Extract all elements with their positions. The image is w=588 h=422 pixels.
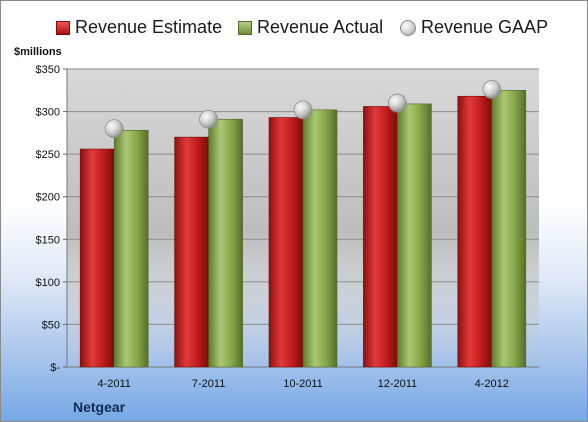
x-tick-label: 7-2011 (192, 378, 225, 390)
bar-estimate (268, 117, 304, 368)
bar-estimate (363, 106, 398, 368)
legend-marker-gaap (400, 19, 416, 36)
y-tick-label: $350 (36, 64, 60, 76)
gaap-markers (104, 80, 502, 138)
y-tick-label: $300 (36, 107, 60, 119)
x-axis-ticks: 4-2011 7-2011 10-2011 12-2011 4-2012 (97, 378, 508, 390)
marker-gaap (104, 119, 124, 138)
legend-item-estimate: Revenue Estimate (56, 17, 222, 38)
bar-actual (302, 109, 338, 368)
legend-label-estimate: Revenue Estimate (75, 17, 223, 37)
bar-actual (397, 103, 432, 368)
company-label: Netgear (73, 399, 126, 415)
y-tick-label: $200 (36, 192, 60, 204)
bar-estimate (174, 136, 209, 368)
legend-item-actual: Revenue Actual (238, 17, 383, 38)
x-tick-label: 12-2011 (378, 378, 418, 390)
legend-swatch-actual (238, 20, 252, 35)
y-axis-unit-label: $millions (14, 46, 62, 58)
marker-gaap (293, 100, 313, 120)
legend-label-gaap: Revenue GAAP (421, 17, 549, 37)
bar-estimate (457, 95, 493, 368)
y-tick-label: $100 (36, 277, 60, 289)
bar-actual (113, 130, 149, 368)
bar-estimate (79, 148, 115, 368)
bar-series (79, 89, 527, 368)
x-tick-label: 4-2011 (97, 378, 130, 390)
y-tick-label: $150 (36, 234, 60, 246)
bar-actual (491, 89, 527, 368)
x-tick-label: 10-2011 (283, 378, 323, 390)
y-tick-label: $250 (36, 149, 60, 161)
legend-item-gaap: Revenue GAAP (400, 17, 548, 38)
y-tick-label: $50 (42, 319, 60, 331)
marker-gaap (199, 109, 219, 129)
legend-swatch-estimate (56, 20, 70, 35)
y-tick-label: $- (50, 362, 60, 374)
legend: Revenue Estimate Revenue Actual Revenue … (1, 15, 587, 45)
bar-actual (208, 118, 243, 368)
marker-gaap (482, 80, 502, 99)
x-tick-label: 4-2012 (475, 378, 509, 390)
legend-label-actual: Revenue Actual (257, 17, 384, 37)
marker-gaap (387, 93, 407, 113)
